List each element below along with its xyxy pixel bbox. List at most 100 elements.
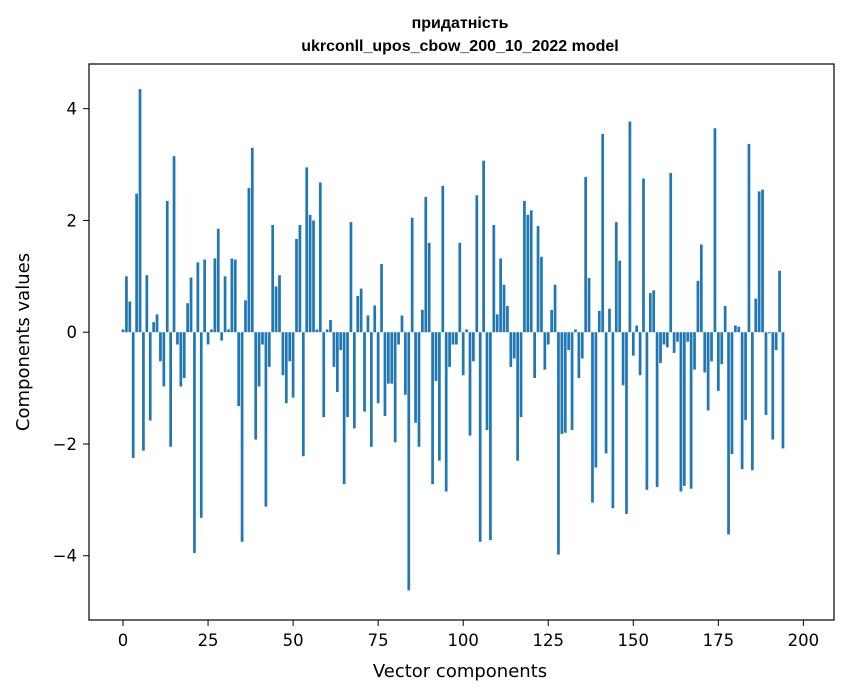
bar-159 <box>662 332 666 345</box>
bar-37 <box>247 188 251 333</box>
bar-35 <box>240 332 244 542</box>
y-axis-ticks: −4 −2 0 2 4 <box>53 100 89 566</box>
bar-156 <box>652 290 656 333</box>
bar-99 <box>458 242 462 333</box>
bar-127 <box>553 284 557 333</box>
bar-53 <box>301 332 305 457</box>
bar-16 <box>176 332 179 345</box>
bar-193 <box>778 270 781 333</box>
bar-7 <box>145 275 149 333</box>
bar-93 <box>438 332 441 461</box>
bar-58 <box>318 182 322 333</box>
bar-138 <box>591 332 594 503</box>
bar-118 <box>523 200 526 333</box>
bar-71 <box>363 332 366 412</box>
bar-192 <box>774 332 778 351</box>
bar-189 <box>764 332 768 415</box>
bar-28 <box>216 228 220 333</box>
y-tick-label: 2 <box>67 211 78 230</box>
bar-174 <box>713 128 717 333</box>
bar-152 <box>638 332 642 376</box>
bar-161 <box>669 172 673 333</box>
bar-57 <box>315 329 319 333</box>
x-tick-label: 100 <box>447 631 479 650</box>
bar-38 <box>250 147 254 333</box>
bar-117 <box>519 332 523 418</box>
bar-164 <box>679 332 683 492</box>
bar-109 <box>492 224 496 333</box>
bar-68 <box>352 332 356 429</box>
x-tick-label: 175 <box>703 631 735 650</box>
bar-136 <box>584 176 588 333</box>
bar-30 <box>223 276 227 333</box>
bar-170 <box>699 244 703 333</box>
bar-31 <box>227 329 230 333</box>
x-tick-label: 125 <box>532 631 564 650</box>
bar-132 <box>570 332 574 431</box>
bar-160 <box>665 332 669 348</box>
bar-89 <box>424 196 428 333</box>
bar-25 <box>206 332 210 345</box>
bar-155 <box>648 293 652 333</box>
bar-67 <box>349 222 353 333</box>
plot-frame <box>88 63 835 621</box>
bar-19 <box>186 303 190 333</box>
bar-82 <box>400 315 404 333</box>
bar-81 <box>397 332 400 345</box>
bar-22 <box>196 262 200 333</box>
bar-171 <box>703 332 707 373</box>
bar-17 <box>179 332 183 387</box>
y-tick-label: −2 <box>53 435 77 454</box>
bar-101 <box>465 329 468 333</box>
bar-34 <box>237 332 241 406</box>
bar-26 <box>210 329 213 333</box>
bar-76 <box>380 264 383 333</box>
chart-subtitle: ukrconll_upos_cbow_200_10_2022 model <box>301 38 618 55</box>
bar-165 <box>682 332 686 486</box>
bar-9 <box>152 322 155 333</box>
bar-24 <box>203 259 207 333</box>
bar-100 <box>461 332 465 376</box>
bar-149 <box>628 121 632 333</box>
bar-129 <box>560 332 564 434</box>
bar-102 <box>468 332 472 436</box>
x-tick-label: 150 <box>618 631 650 650</box>
bar-85 <box>410 217 414 333</box>
bar-128 <box>557 332 560 555</box>
bars-group <box>121 89 785 591</box>
bar-146 <box>618 260 622 333</box>
bar-148 <box>625 332 628 514</box>
bar-176 <box>720 332 724 365</box>
x-tick-label: 75 <box>368 631 389 650</box>
bar-181 <box>737 326 741 333</box>
bar-115 <box>512 332 516 359</box>
y-tick-label: 4 <box>67 100 78 119</box>
bar-153 <box>642 178 645 333</box>
bar-72 <box>366 315 370 333</box>
bar-106 <box>482 160 485 333</box>
x-axis-ticks: 0 25 50 75 100 125 150 175 200 <box>118 620 819 650</box>
bar-60 <box>325 329 329 333</box>
bar-173 <box>710 332 713 362</box>
x-tick-label: 25 <box>198 631 219 650</box>
bar-36 <box>244 300 247 333</box>
bar-182 <box>740 332 744 470</box>
bar-2 <box>128 301 132 333</box>
bar-3 <box>131 332 135 458</box>
bar-63 <box>335 332 339 393</box>
bar-33 <box>233 259 237 333</box>
bar-59 <box>322 332 326 418</box>
bar-39 <box>254 332 258 440</box>
bar-98 <box>455 332 458 345</box>
bar-56 <box>312 220 315 333</box>
bar-69 <box>356 295 360 333</box>
bar-122 <box>536 226 540 333</box>
bar-43 <box>267 332 271 367</box>
bar-80 <box>393 332 397 443</box>
bar-23 <box>199 332 203 518</box>
bar-116 <box>516 332 519 461</box>
bar-20 <box>189 277 193 333</box>
bar-49 <box>288 332 292 362</box>
bar-124 <box>543 332 547 370</box>
